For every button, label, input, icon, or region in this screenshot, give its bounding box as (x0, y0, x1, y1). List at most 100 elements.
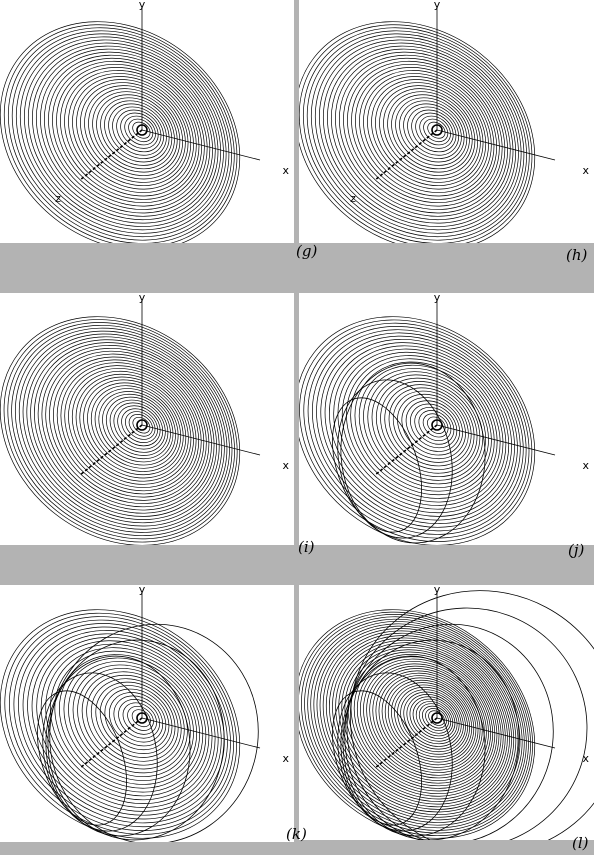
ring (397, 393, 466, 460)
ring (344, 646, 502, 797)
ring (128, 118, 154, 143)
ring (102, 393, 171, 460)
ring (301, 614, 531, 834)
z-axis (374, 424, 438, 476)
ring (347, 649, 500, 795)
ring (131, 709, 151, 728)
ring (363, 661, 489, 781)
ring (105, 396, 169, 456)
ring (360, 658, 491, 784)
ring (76, 79, 189, 187)
center-knot (136, 712, 148, 724)
ring (307, 326, 527, 535)
ring (109, 399, 166, 453)
ring (92, 91, 178, 173)
ring (380, 381, 478, 474)
ring (335, 51, 508, 217)
z-axis (374, 717, 438, 769)
ring (27, 630, 222, 816)
ring (367, 371, 486, 485)
ring (372, 668, 483, 774)
ring (307, 618, 527, 829)
ring (379, 85, 479, 180)
ring (330, 48, 511, 221)
ring (75, 373, 189, 482)
ring (320, 335, 518, 525)
ring (95, 681, 176, 758)
arc (42, 672, 158, 832)
ring (94, 388, 176, 466)
ring (22, 626, 225, 820)
ring (384, 384, 475, 470)
spiral-plot-k: yx (0, 585, 289, 842)
ring (68, 368, 194, 488)
label-g: (g) (296, 242, 318, 260)
ring (306, 30, 527, 241)
ring (4, 612, 237, 835)
ring (399, 100, 465, 163)
ring (400, 689, 464, 750)
ring (84, 85, 184, 180)
ring (40, 51, 213, 217)
ring (343, 57, 503, 210)
ring (0, 316, 241, 545)
ring (3, 319, 238, 543)
ring (299, 21, 536, 243)
ring (303, 322, 530, 539)
ring (34, 342, 217, 517)
ring (313, 623, 523, 823)
ring (378, 672, 479, 768)
ring (312, 329, 524, 532)
arc (349, 590, 594, 840)
ring (371, 79, 484, 187)
ring (381, 675, 477, 766)
ring (68, 661, 194, 781)
ring (392, 390, 469, 463)
arc (49, 623, 259, 842)
ring (116, 109, 162, 153)
ring (403, 103, 462, 159)
x-axis (141, 717, 261, 749)
ring (341, 644, 504, 800)
ring-group (0, 21, 241, 243)
axis-label-x: x (582, 459, 589, 472)
x-axis (436, 129, 556, 161)
ring (383, 88, 476, 176)
ring (359, 70, 492, 197)
ring (350, 651, 498, 792)
ring (425, 708, 447, 729)
ring (19, 36, 227, 234)
ring (299, 611, 533, 837)
ring (36, 636, 216, 808)
ring (384, 677, 475, 763)
ring (351, 63, 498, 204)
arc (340, 362, 486, 544)
ring (79, 376, 187, 479)
center-knot (431, 419, 443, 431)
arc (337, 379, 453, 539)
ring (356, 656, 494, 787)
ring (7, 322, 235, 540)
ring (369, 665, 485, 776)
z-axis (374, 129, 438, 181)
panel-h: y x z (299, 0, 594, 243)
ring-group (0, 609, 241, 839)
ring (407, 106, 459, 156)
axis-label-y: y (139, 585, 146, 596)
ring (401, 397, 463, 456)
ring (410, 403, 458, 449)
ring (63, 657, 198, 785)
ring (32, 45, 219, 224)
axis-label-x: x (582, 752, 589, 765)
ring (363, 73, 489, 193)
ring (335, 639, 508, 805)
axis-label-y: y (139, 0, 146, 11)
spiral-plot-h: y x z (299, 0, 589, 243)
axis-label-x: x (582, 164, 589, 177)
ring (427, 416, 446, 434)
ring (53, 356, 205, 501)
ring (44, 54, 211, 214)
arc (337, 672, 453, 832)
